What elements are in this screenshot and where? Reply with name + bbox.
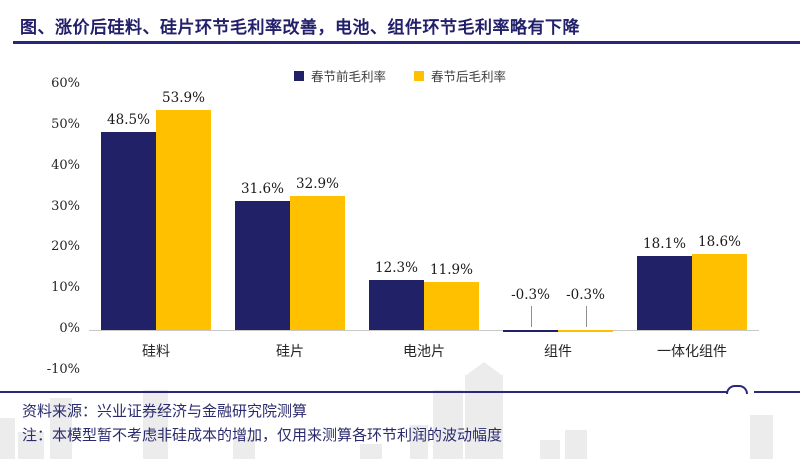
y-tick-label: -10% [46, 362, 80, 377]
bar [290, 195, 345, 331]
legend-label: 春节前毛利率 [310, 69, 386, 84]
category-label: 一体化组件 [657, 344, 727, 361]
chart-legend: 春节前毛利率 春节后毛利率 [0, 66, 800, 85]
source-text: 资料来源：兴业证券经济与金融研究院测算 [22, 403, 308, 420]
y-tick-label: 20% [51, 239, 80, 255]
building-shape [750, 415, 773, 459]
y-tick-label: 10% [51, 280, 80, 296]
building-shape [18, 432, 44, 459]
legend-item-pre-holiday: 春节前毛利率 [293, 66, 386, 85]
legend-swatch-navy [293, 70, 304, 81]
bar [503, 330, 558, 332]
note-text: 注：本模型暂不考虑非硅成本的增加，仅用来测算各环节利润的波动幅度 [22, 427, 503, 444]
bar [424, 281, 479, 331]
bar [101, 131, 156, 331]
building-shape [410, 425, 428, 459]
bar-value-label: -0.3% [566, 287, 605, 304]
building-roof-shape [465, 362, 503, 376]
footer-divider [754, 391, 800, 393]
y-tick-label: 40% [51, 157, 80, 173]
leader-line [530, 306, 532, 328]
bar [692, 254, 747, 331]
zero-axis-line [89, 330, 759, 332]
page-title: 图、涨价后硅料、硅片环节毛利率改善，电池、组件环节毛利率略有下降 [20, 18, 580, 37]
bar-value-label: 12.3% [375, 259, 418, 276]
bar-value-label: -0.3% [511, 287, 550, 304]
category-label: 硅料 [142, 344, 170, 361]
circle-watermark-arc [726, 385, 748, 394]
building-shape [233, 437, 255, 459]
bar [369, 279, 424, 331]
bar [558, 330, 613, 332]
building-shape [0, 418, 15, 459]
building-shape [540, 440, 560, 459]
bar-value-label: 31.6% [241, 181, 284, 198]
legend-swatch-gold [414, 70, 424, 81]
category-label: 电池片 [403, 344, 445, 361]
building-shape [465, 375, 503, 459]
legend-label: 春节后毛利率 [431, 69, 507, 84]
footer-divider [0, 391, 728, 393]
bar-value-label: 32.9% [296, 175, 339, 192]
bar-value-label: 18.1% [643, 236, 686, 253]
category-label: 组件 [544, 344, 572, 361]
bar-value-label: 18.6% [698, 234, 741, 251]
leader-line [585, 306, 587, 328]
y-tick-label: 60% [51, 76, 80, 91]
bar [637, 256, 692, 331]
bar-value-label: 48.5% [107, 111, 150, 128]
building-shape [433, 390, 463, 459]
bar [156, 109, 211, 331]
legend-item-post-holiday: 春节后毛利率 [414, 66, 506, 85]
bar [235, 201, 290, 331]
building-shape [50, 398, 72, 459]
building-shape [360, 444, 382, 459]
y-tick-label: 0% [59, 321, 80, 337]
y-tick-label: 50% [51, 116, 80, 132]
bar-value-label: 53.9% [162, 89, 205, 106]
category-label: 硅片 [276, 344, 304, 361]
building-shape [143, 390, 168, 459]
title-underline [13, 41, 800, 44]
building-shape [565, 430, 587, 459]
bar-value-label: 11.9% [430, 261, 473, 278]
y-tick-label: 30% [51, 198, 80, 214]
